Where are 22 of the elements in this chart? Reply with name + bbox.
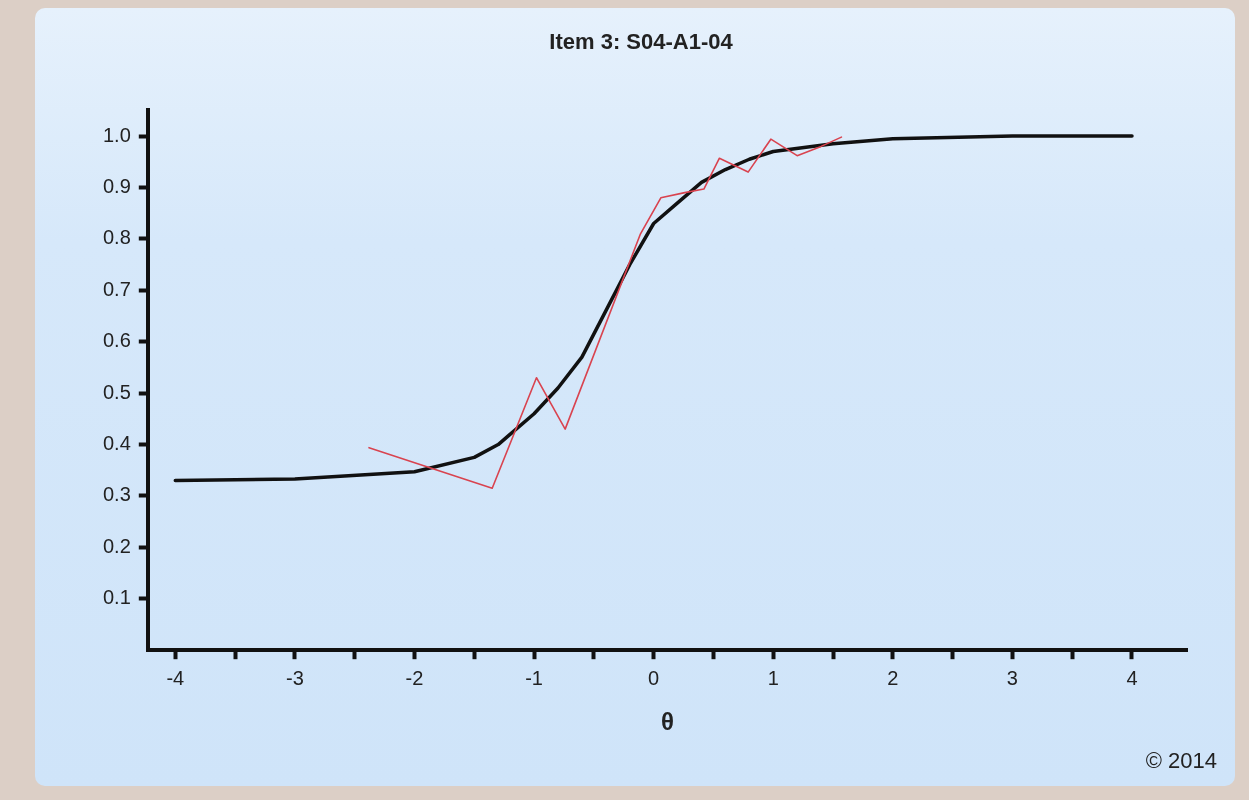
y-tick-label: 0.6 xyxy=(102,329,131,352)
x-tick-label: 4 xyxy=(1126,666,1138,689)
x-tick-label: -1 xyxy=(525,666,543,689)
y-tick-label: 0.9 xyxy=(102,175,131,198)
y-tick-label: 0.4 xyxy=(102,432,131,455)
y-tick-label: 0.8 xyxy=(102,226,131,249)
y-tick-label: 0.2 xyxy=(102,534,131,557)
x-tick-label: -3 xyxy=(285,666,304,689)
x-tick-label: 2 xyxy=(887,666,899,689)
chart-title: Item 3: S04-A1-04 xyxy=(549,29,734,55)
x-tick-label: 0 xyxy=(648,666,660,689)
x-tick-label: 1 xyxy=(767,666,779,689)
y-tick-label: 0.3 xyxy=(102,483,131,506)
y-tick-label: 1.0 xyxy=(102,123,131,146)
x-tick-label: -4 xyxy=(166,666,185,689)
y-tick-label: 0.5 xyxy=(102,380,131,403)
y-tick-label: 0.1 xyxy=(102,586,131,609)
x-tick-label: -2 xyxy=(405,666,424,689)
x-tick-label: 3 xyxy=(1006,666,1018,689)
y-tick-label: 0.7 xyxy=(102,277,131,300)
x-axis-title: θ xyxy=(660,708,674,736)
text: © 2014 xyxy=(1145,748,1217,774)
